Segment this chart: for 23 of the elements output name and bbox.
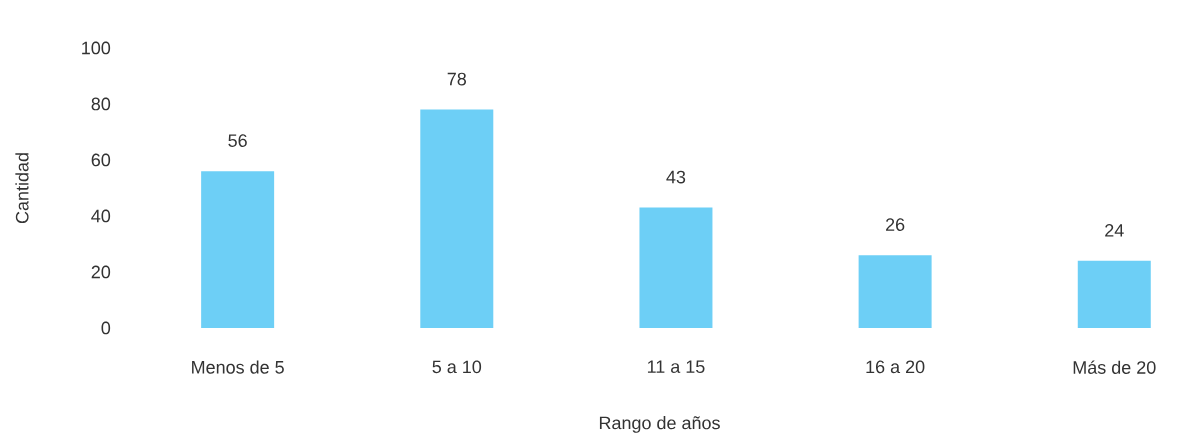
data-label: 78 <box>447 72 467 86</box>
x-tick-label: Menos de 5 <box>192 360 284 374</box>
x-tick-label: 5 a 10 <box>432 360 482 374</box>
data-label: 56 <box>228 134 247 147</box>
x-axis-title: Rango de años <box>599 416 720 433</box>
data-label: 24 <box>1105 224 1124 237</box>
x-tick-label: Más de 20 <box>1073 360 1156 374</box>
y-axis-title: Cantidad <box>15 153 29 224</box>
bar <box>858 255 932 328</box>
bar <box>201 171 275 328</box>
bar <box>420 109 494 328</box>
x-tick-label: 16 a 20 <box>866 360 925 374</box>
y-tick-label: 60 <box>91 153 111 167</box>
y-tick-label: 0 <box>101 321 111 335</box>
y-tick-label: 20 <box>91 265 111 279</box>
y-tick-label: 80 <box>91 97 111 111</box>
x-tick-label: 11 a 15 <box>647 360 705 374</box>
y-tick-label: 40 <box>91 209 111 223</box>
bar <box>1077 260 1151 328</box>
data-label: 43 <box>666 170 686 184</box>
data-label: 26 <box>886 218 905 231</box>
y-tick-label: 100 <box>82 41 111 55</box>
bar <box>639 207 713 328</box>
